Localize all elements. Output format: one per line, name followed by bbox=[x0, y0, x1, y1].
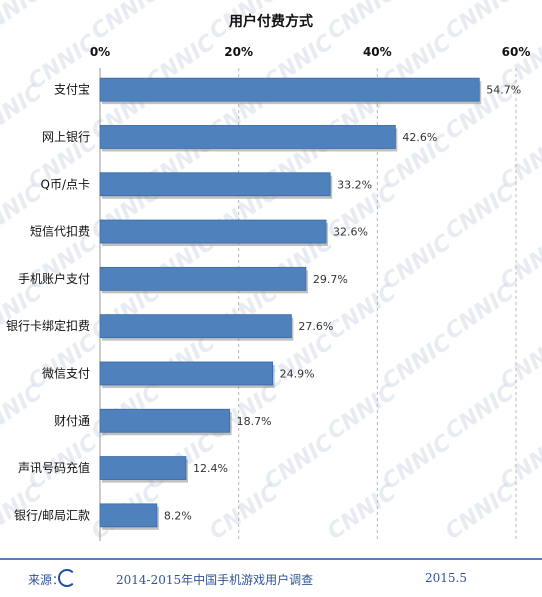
value-label: 42.6% bbox=[402, 131, 437, 144]
watermark-text: CNNIC bbox=[205, 480, 283, 545]
watermark-text: CNNIC bbox=[87, 0, 165, 45]
watermark-text: CNNIC bbox=[323, 280, 401, 345]
bar bbox=[99, 503, 158, 528]
category-label: 微信支付 bbox=[42, 366, 90, 380]
watermark-text: CNNIC bbox=[441, 0, 519, 45]
x-tick-label: 60% bbox=[502, 45, 531, 59]
bars bbox=[99, 77, 482, 530]
watermark-text: CNNIC bbox=[441, 380, 519, 445]
bar bbox=[99, 125, 396, 149]
watermark-text: CNNIC bbox=[441, 480, 519, 545]
value-label: 54.7% bbox=[486, 84, 521, 97]
cnnic-logo bbox=[58, 566, 114, 590]
x-tick-label: 0% bbox=[90, 45, 110, 59]
bar bbox=[99, 361, 274, 386]
value-label: 33.2% bbox=[337, 178, 372, 191]
watermark-text: CNNIC bbox=[323, 0, 401, 45]
category-label: 手机账户支付 bbox=[18, 271, 90, 286]
value-label: 32.6% bbox=[333, 226, 368, 239]
chart-title: 用户付费方式 bbox=[229, 13, 313, 30]
x-axis-ticks: 0% 20% 40% 60% bbox=[90, 45, 531, 59]
category-label: 银行卡绑定扣费 bbox=[6, 318, 90, 333]
category-label: 银行/邮局汇款 bbox=[14, 508, 90, 522]
value-label: 24.9% bbox=[280, 367, 315, 380]
bar bbox=[99, 408, 231, 433]
watermark-text: CNNIC bbox=[441, 180, 519, 245]
value-labels: 54.7% 42.6% 33.2% 32.6% 29.7% 27.6% 24.9% 18.7%… bbox=[164, 84, 521, 523]
report-date: 2015.5 bbox=[425, 571, 467, 585]
bar-chart: CNNIC CNNIC CNNIC CNNIC CNNIC CNNIC CNNIC CNNIC… bbox=[0, 0, 542, 545]
category-label: 网上银行 bbox=[42, 130, 90, 144]
value-label: 12.4% bbox=[193, 462, 228, 475]
category-label: 声讯号码充值 bbox=[18, 460, 90, 475]
source-footer: 来源： 2014-2015年中国手机游戏用户调查 2015.5 bbox=[0, 558, 542, 597]
category-label: 支付宝 bbox=[54, 83, 90, 97]
value-label: 29.7% bbox=[313, 273, 348, 286]
category-label: Q币/点卡 bbox=[41, 177, 91, 191]
source-label: 来源： bbox=[28, 573, 65, 587]
bar bbox=[99, 314, 292, 339]
source-text: 2014-2015年中国手机游戏用户调查 bbox=[116, 573, 314, 587]
bar bbox=[99, 77, 480, 102]
watermark-text: CNNIC bbox=[441, 280, 519, 345]
value-label: 27.6% bbox=[298, 320, 333, 333]
x-tick-label: 40% bbox=[363, 45, 392, 59]
bar bbox=[99, 456, 187, 480]
x-tick-label: 20% bbox=[224, 45, 253, 59]
watermark-text: CNNIC bbox=[323, 380, 401, 445]
watermark-text: CNNIC bbox=[0, 0, 47, 45]
value-label: 8.2% bbox=[164, 509, 192, 522]
bar bbox=[99, 266, 307, 291]
watermark-text: CNNIC bbox=[323, 480, 401, 545]
category-label: 短信代扣费 bbox=[30, 225, 90, 239]
value-label: 18.7% bbox=[237, 415, 272, 428]
bar bbox=[99, 172, 331, 197]
category-label: 财付通 bbox=[54, 414, 90, 428]
bar bbox=[99, 219, 327, 244]
